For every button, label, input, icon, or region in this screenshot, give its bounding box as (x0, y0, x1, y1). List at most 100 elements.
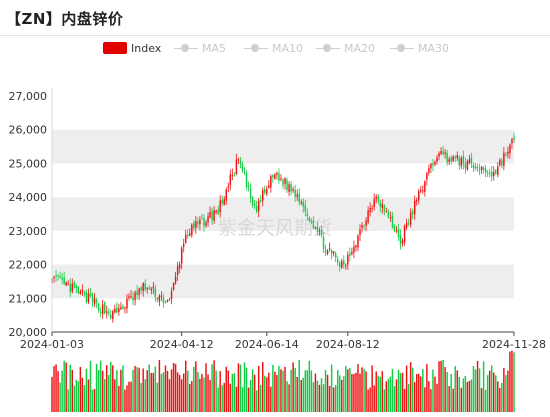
legend-item-index[interactable]: Index (103, 40, 161, 56)
volume-bar (407, 384, 410, 412)
volume-bar (440, 360, 442, 412)
candle (130, 290, 132, 300)
volume-bar (73, 385, 76, 412)
volume-bar (231, 373, 234, 412)
volume-bar (405, 365, 408, 412)
volume-bar (97, 370, 100, 412)
volume-bar (164, 365, 167, 412)
candle (154, 284, 157, 302)
volume-bar (142, 368, 144, 412)
volume-bar (249, 380, 252, 412)
volume-bar (172, 362, 175, 412)
volume-bar (138, 367, 140, 412)
volume-bar (197, 371, 199, 412)
volume-bar (268, 372, 270, 412)
candle (300, 199, 302, 206)
volume-bar (253, 374, 256, 412)
candle (330, 248, 333, 260)
volume-bar (77, 381, 80, 412)
candle (405, 218, 408, 231)
volume-bar (513, 352, 515, 412)
volume-bar (385, 381, 388, 412)
candle (347, 251, 349, 270)
candle (332, 250, 335, 257)
candle (245, 169, 248, 191)
volume-bar (158, 359, 161, 412)
volume-bar (65, 362, 67, 412)
candle (73, 280, 76, 289)
candle (221, 195, 223, 206)
candle (482, 166, 485, 174)
candle (85, 289, 88, 304)
volume-bar (182, 373, 185, 412)
candle (99, 307, 102, 318)
volume-bar (225, 366, 227, 412)
volume-bar (490, 365, 493, 412)
y-tick-label: 22,000 (9, 259, 48, 272)
y-tick-label: 21,000 (9, 292, 48, 305)
candle (343, 255, 345, 269)
volume-bar (330, 364, 333, 412)
legend-label-index: Index (131, 41, 162, 55)
candle (501, 157, 503, 169)
volume-bar (413, 382, 416, 412)
candle (422, 185, 424, 194)
volume-bar (168, 379, 171, 412)
candle (357, 234, 359, 252)
volume-bar (456, 370, 458, 412)
candle (389, 211, 392, 222)
candle (257, 198, 260, 218)
y-tick-label: 27,000 (9, 90, 48, 103)
candle (511, 137, 513, 150)
volume-bar (373, 385, 375, 412)
volume-bar (219, 371, 221, 412)
volume-bar (306, 370, 309, 412)
legend-label-ma10: MA10 (272, 41, 304, 55)
title-divider (0, 35, 550, 36)
volume-bar (162, 372, 165, 412)
candle (401, 238, 404, 247)
legend-item-ma10[interactable]: MA10 (244, 40, 303, 56)
legend-item-ma5[interactable]: MA5 (174, 40, 226, 56)
candle (251, 196, 254, 208)
candle (189, 228, 191, 237)
legend-swatch-ma10 (244, 42, 268, 54)
candle (197, 217, 199, 229)
candle (231, 168, 234, 181)
candle (383, 204, 386, 216)
candle (434, 160, 436, 167)
volume-bar (294, 367, 296, 412)
candle (182, 238, 185, 253)
volume-bar (375, 371, 377, 412)
candle (162, 293, 165, 308)
volume-bar (227, 370, 230, 412)
candle (172, 282, 175, 292)
candle (116, 302, 118, 314)
volume-bar (178, 374, 181, 412)
volume-bar (336, 369, 339, 412)
volume-bar (482, 361, 485, 412)
candle (326, 248, 329, 256)
volume-bar (446, 372, 448, 412)
candle (87, 288, 90, 304)
candle (472, 162, 475, 172)
candle (207, 212, 209, 227)
legend-item-ma20[interactable]: MA20 (316, 40, 375, 56)
volume-bar (193, 367, 195, 412)
volume-bar (511, 350, 513, 412)
volume-bar (436, 383, 438, 412)
chart-title: 【ZN】内盘锌价 (6, 10, 124, 28)
legend-item-ma30[interactable]: MA30 (390, 40, 449, 56)
candle (470, 152, 473, 168)
volume-bar (189, 383, 191, 412)
candle (253, 200, 256, 210)
candle (158, 294, 161, 307)
volume-bar (377, 375, 379, 412)
volume-bar (383, 389, 386, 412)
volume-bar (152, 372, 155, 412)
volume-bar (255, 390, 258, 412)
volume-bar (201, 374, 203, 412)
candle (345, 263, 347, 270)
candle (292, 186, 294, 193)
volume-bar (264, 375, 266, 412)
